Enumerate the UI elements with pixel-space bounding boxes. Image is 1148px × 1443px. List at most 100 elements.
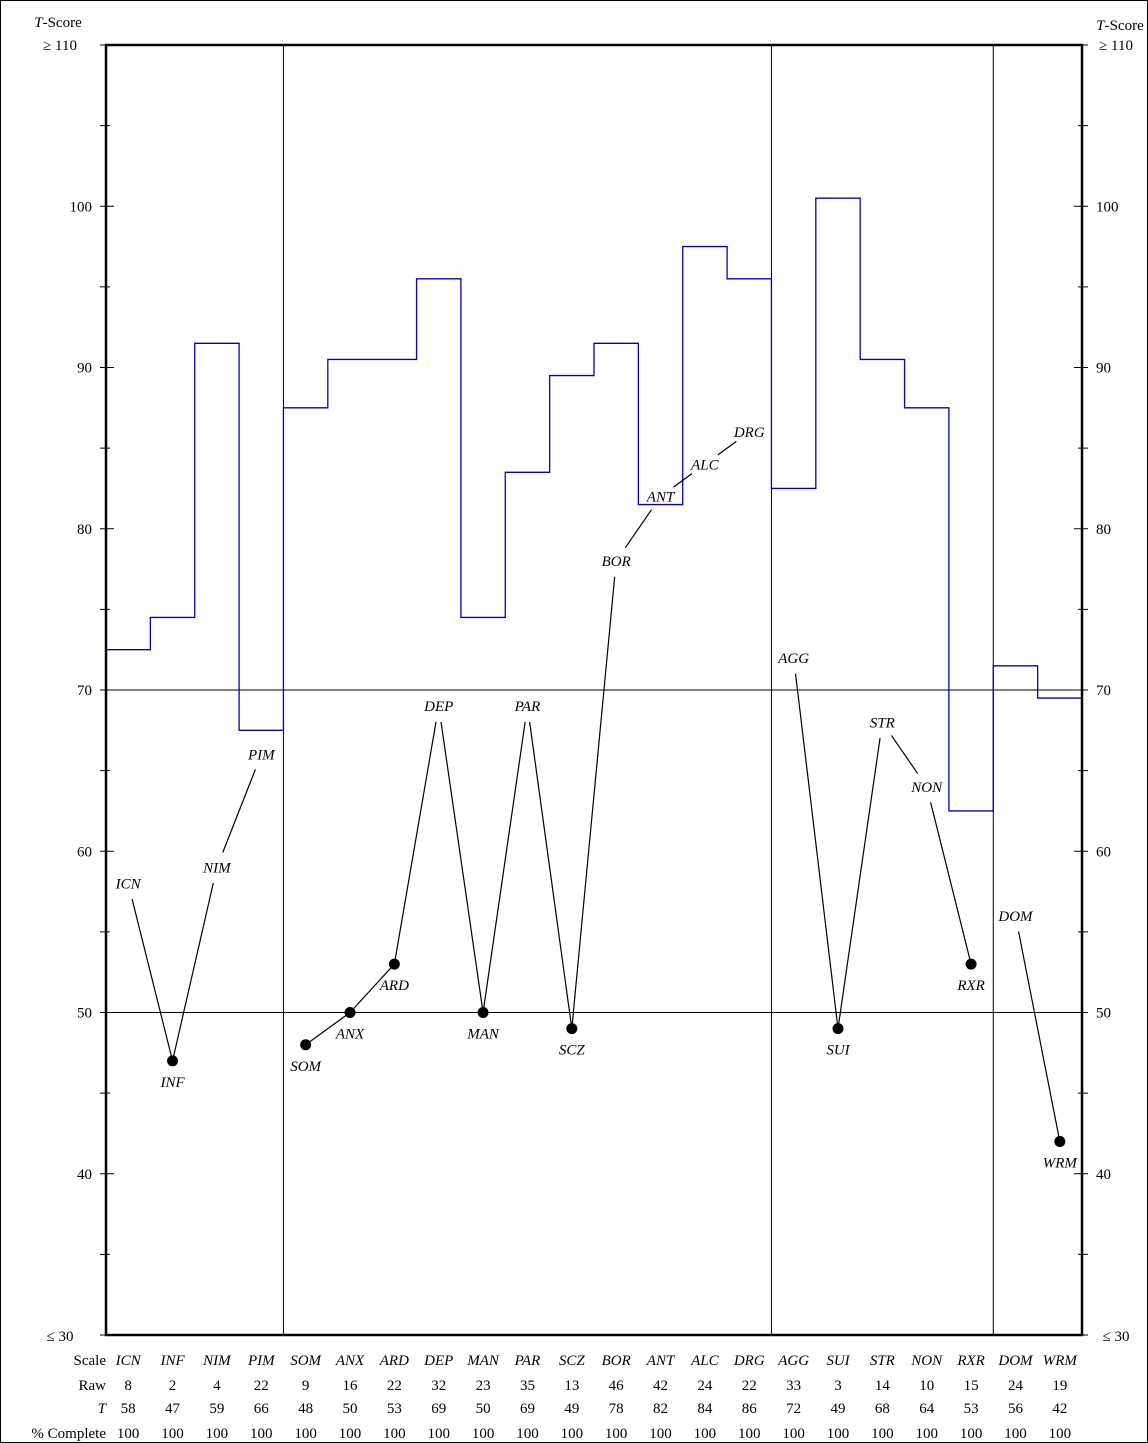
table-t-scz: 49	[564, 1401, 579, 1417]
left-axis-title: T-Score	[34, 15, 82, 31]
table-raw-wrm: 19	[1052, 1378, 1067, 1394]
table-complete-bor: 100	[605, 1426, 628, 1442]
plot-border	[104, 43, 1084, 1337]
table-t-dom: 56	[1008, 1401, 1024, 1417]
table-complete-non: 100	[915, 1426, 938, 1442]
table-scale-wrm: WRM	[1043, 1353, 1079, 1369]
table-scale-rxr: RXR	[956, 1353, 985, 1369]
left-axis-title-rest: -Score	[43, 15, 82, 31]
point-label-par: PAR	[514, 699, 541, 715]
table-scale-dom: DOM	[997, 1353, 1034, 1369]
point-label-alc: ALC	[690, 457, 720, 473]
table-raw-icn: 8	[124, 1378, 132, 1394]
right-axis-tick-label: 100	[1096, 199, 1119, 215]
point-label-ant: ANT	[646, 490, 676, 506]
table-scale-ant: ANT	[646, 1353, 676, 1369]
profile-line	[482, 721, 526, 1013]
table-complete-str: 100	[871, 1426, 894, 1442]
table-complete-som: 100	[294, 1426, 317, 1442]
table-t-icn: 58	[121, 1401, 136, 1417]
table-t-anx: 50	[343, 1401, 358, 1417]
table-scale-som: SOM	[290, 1353, 322, 1369]
table-complete-scz: 100	[561, 1426, 584, 1442]
point-label-icn: ICN	[115, 877, 142, 893]
table-raw-man: 23	[476, 1378, 491, 1394]
right-axis-tick-label: 50	[1096, 1006, 1111, 1022]
table-complete-alc: 100	[694, 1426, 717, 1442]
profile-line	[890, 735, 919, 774]
table-scale-pim: PIM	[247, 1353, 276, 1369]
table-t-alc: 84	[697, 1401, 713, 1417]
point-label-str: STR	[870, 715, 895, 731]
left-axis-tick-label: 80	[77, 522, 92, 538]
table-scale-inf: INF	[159, 1353, 185, 1369]
right-axis-title: T-Score	[1096, 18, 1144, 34]
point-label-sui: SUI	[826, 1043, 850, 1059]
table-scale-agg: AGG	[777, 1353, 809, 1369]
table-raw-str: 14	[875, 1378, 891, 1394]
right-axis-title-italic: T	[1096, 18, 1106, 34]
table-t-ard: 53	[387, 1401, 402, 1417]
table-scale-par: PAR	[514, 1353, 541, 1369]
right-axis-bottom-label: ≤ 30	[1103, 1329, 1130, 1345]
point-label-non: NON	[910, 780, 943, 796]
point-label-scz: SCZ	[559, 1043, 586, 1059]
profile-line	[930, 802, 972, 965]
table-complete-sui: 100	[827, 1426, 850, 1442]
table-t-non: 64	[919, 1401, 935, 1417]
table-complete-par: 100	[516, 1426, 539, 1442]
point-label-bor: BOR	[602, 554, 631, 570]
table-t-par: 69	[520, 1401, 535, 1417]
table-complete-pim: 100	[250, 1426, 273, 1442]
point-label-drg: DRG	[733, 425, 765, 441]
table-raw-inf: 2	[169, 1378, 177, 1394]
point-label-nim: NIM	[202, 860, 232, 876]
left-axis-bottom-label: ≤ 30	[47, 1329, 74, 1345]
right-axis-top-label: ≥ 110	[1099, 38, 1133, 54]
table-complete-ant: 100	[649, 1426, 672, 1442]
profile-line	[171, 882, 214, 1062]
table-complete-nim: 100	[206, 1426, 229, 1442]
profile-line	[673, 473, 693, 488]
profile-line	[349, 963, 395, 1013]
left-axis-tick-label: 90	[77, 361, 92, 377]
right-axis-tick-label: 70	[1096, 683, 1111, 699]
table-scale-man: MAN	[466, 1353, 500, 1369]
table-complete-inf: 100	[161, 1426, 184, 1442]
table-t-inf: 47	[165, 1401, 181, 1417]
point-label-inf: INF	[159, 1075, 185, 1091]
table-scale-ard: ARD	[379, 1353, 409, 1369]
table-scale-nim: NIM	[202, 1353, 232, 1369]
point-marker-som	[300, 1039, 312, 1051]
point-marker-ard	[388, 958, 400, 970]
row-label-raw: Raw	[79, 1378, 107, 1394]
table-scale-bor: BOR	[602, 1353, 631, 1369]
profile-line	[837, 737, 881, 1029]
table-scale-non: NON	[910, 1353, 943, 1369]
point-label-anx: ANX	[335, 1027, 365, 1043]
profile-line	[717, 440, 737, 456]
profile-line	[1017, 931, 1061, 1142]
table-raw-anx: 16	[343, 1378, 359, 1394]
right-axis-title-rest: -Score	[1105, 18, 1144, 34]
score-table: ICN 8 58 100 INF 2 47 100 NIM 4 59 100 PIM 22 66 100 SOM…	[115, 1353, 1079, 1442]
table-t-pim: 66	[254, 1401, 270, 1417]
profile-line	[571, 576, 616, 1029]
table-complete-anx: 100	[339, 1426, 362, 1442]
table-t-som: 48	[298, 1401, 313, 1417]
table-t-rxr: 53	[964, 1401, 979, 1417]
point-label-dep: DEP	[423, 699, 453, 715]
table-t-str: 68	[875, 1401, 890, 1417]
table-t-bor: 78	[609, 1401, 624, 1417]
table-scale-scz: SCZ	[559, 1353, 586, 1369]
table-raw-nim: 4	[213, 1378, 221, 1394]
table-raw-ant: 42	[653, 1378, 668, 1394]
table-t-sui: 49	[831, 1401, 846, 1417]
left-axis-tick-label: 70	[77, 683, 92, 699]
point-label-man: MAN	[466, 1027, 500, 1043]
right-axis-tick-label: 80	[1096, 522, 1111, 538]
point-label-wrm: WRM	[1043, 1156, 1079, 1172]
table-raw-par: 35	[520, 1378, 535, 1394]
table-complete-rxr: 100	[960, 1426, 983, 1442]
profile-line	[131, 898, 174, 1062]
